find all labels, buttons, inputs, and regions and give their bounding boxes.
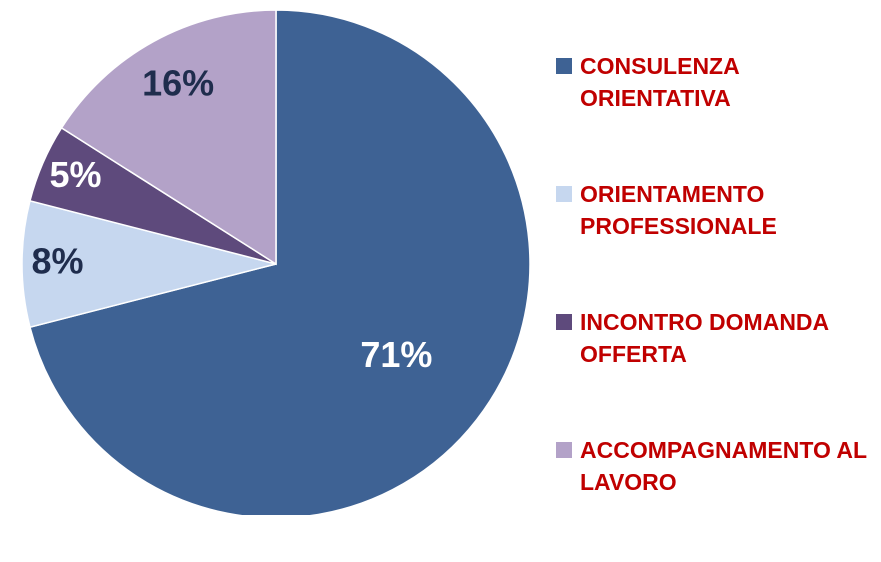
legend-swatch bbox=[556, 314, 572, 330]
page: 71% 8% 5% 16% CONSULENZA ORIENTATIVA ORIENTA… bbox=[21, 9, 867, 515]
legend-swatch bbox=[556, 58, 572, 74]
data-label: 8% bbox=[32, 241, 84, 282]
pie-slice bbox=[29, 9, 531, 515]
pie-slice bbox=[21, 199, 277, 329]
legend-swatch bbox=[556, 186, 572, 202]
legend: CONSULENZA ORIENTATIVA ORIENTAMENTO PROFE… bbox=[556, 50, 867, 562]
data-label: 71% bbox=[360, 334, 432, 375]
legend-label: CONSULENZA ORIENTATIVA bbox=[580, 53, 739, 111]
data-label: 5% bbox=[50, 154, 102, 195]
legend-label: INCONTRO DOMANDA OFFERTA bbox=[580, 309, 829, 367]
data-label: 16% bbox=[142, 62, 214, 103]
pie-slice bbox=[60, 9, 277, 266]
legend-item: CONSULENZA ORIENTATIVA bbox=[556, 50, 866, 178]
legend-item: ORIENTAMENTO PROFESSIONALE bbox=[556, 178, 866, 306]
legend-swatch bbox=[556, 442, 572, 458]
legend-item: ACCOMPAGNAMENTO AL LAVORO bbox=[556, 434, 867, 562]
legend-item: INCONTRO DOMANDA OFFERTA bbox=[556, 306, 866, 434]
legend-label: ORIENTAMENTO PROFESSIONALE bbox=[580, 181, 777, 239]
pie-chart: 71% 8% 5% 16% bbox=[21, 9, 531, 515]
legend-label: ACCOMPAGNAMENTO AL LAVORO bbox=[580, 437, 867, 495]
